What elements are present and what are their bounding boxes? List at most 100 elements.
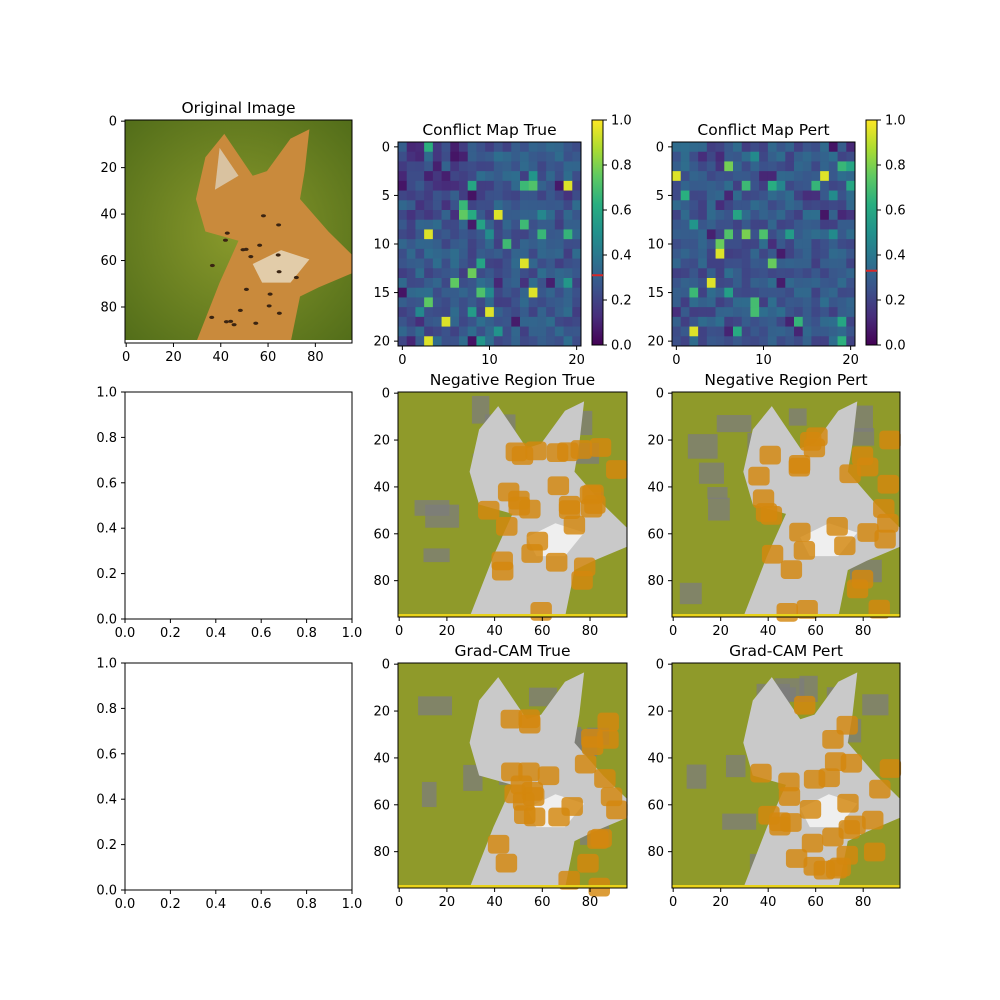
heatmap-cell <box>811 326 821 337</box>
heatmap-cell <box>750 161 760 172</box>
heatmap-cell <box>502 200 512 211</box>
heatmap-cell <box>546 190 556 201</box>
y-tick-label: 80 <box>373 574 390 589</box>
heatmap-cell <box>511 161 521 172</box>
heatmap-cell <box>820 258 830 269</box>
heatmap-cell <box>485 268 495 279</box>
heatmap-cell <box>450 278 460 289</box>
highlight-patch <box>487 834 510 854</box>
heatmap-cell <box>698 229 708 240</box>
heatmap-cell <box>398 180 408 191</box>
heatmap-cell <box>563 316 573 327</box>
heatmap-cell <box>502 248 512 259</box>
highlight-patch <box>496 516 518 536</box>
heatmap-cell <box>811 297 821 308</box>
heatmap-cell <box>459 171 469 182</box>
heatmap-cell <box>485 229 495 240</box>
heatmap-cell <box>563 180 573 191</box>
heatmap-cell <box>572 200 582 211</box>
heatmap-cell <box>511 171 521 182</box>
heatmap-cell <box>485 219 495 230</box>
heatmap-cell <box>811 229 821 240</box>
heatmap-cell <box>689 316 699 327</box>
heatmap-cell <box>502 336 512 347</box>
heatmap-cell <box>689 248 699 259</box>
heatmap-cell <box>441 287 451 298</box>
heatmap-cell <box>802 336 812 347</box>
y-tick-label: 0.8 <box>96 431 117 446</box>
heatmap-cell <box>767 210 777 221</box>
heatmap-cell <box>520 336 530 347</box>
heatmap-cell <box>750 219 760 230</box>
highlight-patch <box>879 759 902 778</box>
heatmap-cell <box>698 219 708 230</box>
heatmap-cell <box>767 316 777 327</box>
heatmap-cell <box>750 151 760 162</box>
heatmap-cell <box>811 268 821 279</box>
heatmap-cell <box>459 229 469 240</box>
heatmap-cell <box>520 210 530 221</box>
heatmap-cell <box>733 190 743 201</box>
panel-title: Conflict Map Pert <box>697 121 829 139</box>
heatmap-cell <box>750 307 760 318</box>
heatmap-cell <box>672 307 682 318</box>
highlight-patch <box>794 695 816 715</box>
heatmap-cell <box>476 316 486 327</box>
heatmap-cell <box>706 180 716 191</box>
heatmap-cell <box>424 151 434 162</box>
heatmap-cell <box>450 248 460 259</box>
heatmap-cell <box>572 142 582 153</box>
heatmap-cell <box>398 336 408 347</box>
heatmap-cell <box>820 268 830 279</box>
heatmap-cell <box>450 190 460 201</box>
highlight-patch <box>548 807 570 827</box>
heatmap-cell <box>546 307 556 318</box>
heatmap-cell <box>485 151 495 162</box>
y-tick-label: 0.0 <box>96 884 117 899</box>
heatmap-cell <box>672 297 682 308</box>
heatmap-cell <box>398 229 408 240</box>
highlight-patch <box>510 775 533 795</box>
heatmap-cell <box>698 297 708 308</box>
heatmap-cell <box>741 287 751 298</box>
highlight-patch <box>581 728 603 748</box>
panel-6 <box>672 392 901 622</box>
masked-patch <box>421 781 437 808</box>
heatmap-cell <box>520 287 530 298</box>
y-tick-label: 80 <box>647 845 664 860</box>
heatmap-cell <box>441 307 451 318</box>
heatmap-cell <box>554 180 564 191</box>
heatmap-cell <box>441 171 451 182</box>
heatmap-cell <box>572 229 582 240</box>
heatmap-cell <box>406 316 416 327</box>
heatmap-cell <box>724 239 734 250</box>
heatmap-cell <box>467 336 477 347</box>
heatmap-cell <box>767 336 777 347</box>
heatmap-cell <box>759 326 769 337</box>
heatmap-cell <box>563 229 573 240</box>
heatmap-cell <box>724 297 734 308</box>
x-tick-label: 40 <box>760 624 777 639</box>
heatmap-cell <box>846 316 856 327</box>
heatmap-cell <box>837 190 847 201</box>
colorbar-tick-label: 0.4 <box>611 249 632 264</box>
heatmap-cell <box>424 268 434 279</box>
heatmap-cell <box>502 180 512 191</box>
heatmap-cell <box>398 258 408 269</box>
heatmap-cell <box>398 316 408 327</box>
heatmap-cell <box>467 297 477 308</box>
heatmap-cell <box>493 200 503 211</box>
heatmap-cell <box>706 278 716 289</box>
heatmap-cell <box>424 171 434 182</box>
x-tick-label: 0 <box>669 624 677 639</box>
x-tick-label: 0.2 <box>160 626 181 641</box>
heatmap-cell <box>733 248 743 259</box>
heatmap-cell <box>837 142 847 153</box>
heatmap-cell <box>715 268 725 279</box>
heatmap-cell <box>802 190 812 201</box>
highlight-patch <box>518 709 540 729</box>
heatmap-cell <box>406 258 416 269</box>
heatmap-cell <box>820 248 830 259</box>
heatmap-cell <box>537 210 547 221</box>
heatmap-cell <box>698 316 708 327</box>
